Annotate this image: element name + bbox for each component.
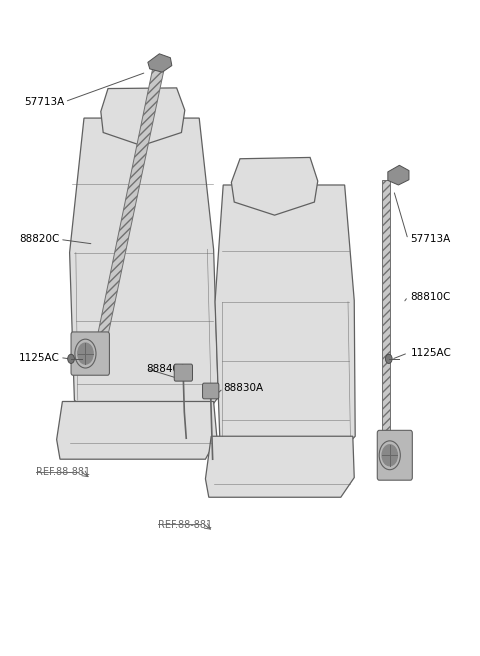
Circle shape (385, 354, 392, 363)
Text: 1125AC: 1125AC (410, 348, 451, 358)
Polygon shape (101, 88, 185, 146)
Circle shape (382, 445, 397, 466)
Text: 88830A: 88830A (223, 383, 264, 394)
Circle shape (68, 354, 74, 363)
FancyBboxPatch shape (174, 364, 192, 381)
Polygon shape (215, 185, 355, 459)
Text: 1125AC: 1125AC (19, 352, 60, 363)
FancyBboxPatch shape (203, 383, 219, 399)
Circle shape (78, 343, 93, 364)
Text: 57713A: 57713A (410, 234, 451, 245)
Polygon shape (205, 436, 354, 497)
Polygon shape (231, 157, 318, 215)
FancyBboxPatch shape (71, 332, 109, 375)
Text: 88840A: 88840A (146, 363, 187, 374)
Text: 57713A: 57713A (24, 96, 64, 107)
Polygon shape (70, 118, 218, 428)
Polygon shape (148, 54, 172, 72)
Text: REF.88-881: REF.88-881 (158, 520, 213, 529)
Polygon shape (57, 401, 217, 459)
Polygon shape (90, 69, 164, 374)
FancyBboxPatch shape (377, 430, 412, 480)
Polygon shape (382, 180, 390, 436)
Polygon shape (388, 165, 409, 185)
Text: 88810C: 88810C (410, 291, 451, 302)
Text: 88820C: 88820C (19, 234, 60, 245)
Text: REF.88-881: REF.88-881 (36, 467, 90, 477)
